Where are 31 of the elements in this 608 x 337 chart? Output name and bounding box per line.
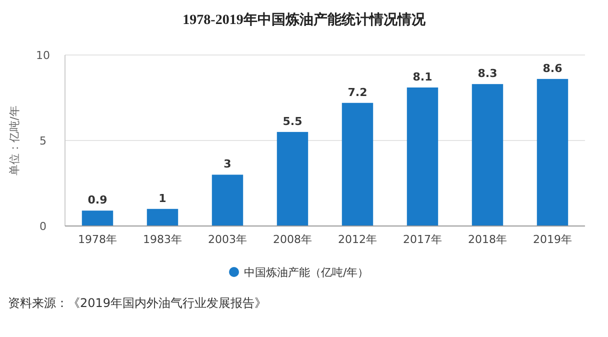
chart-title: 1978-2019年中国炼油产能统计情况情况 — [182, 11, 426, 28]
data-label: 8.6 — [542, 62, 563, 75]
bar — [82, 210, 114, 226]
x-tick-label: 2018年 — [468, 233, 507, 246]
y-axis-title: 单位：亿吨/年 — [8, 106, 21, 176]
bar — [276, 132, 308, 226]
x-tick-label: 2008年 — [273, 233, 312, 246]
data-label: 8.1 — [412, 70, 432, 84]
y-tick-label: 5 — [40, 134, 46, 148]
data-label: 3 — [224, 158, 232, 171]
y-tick-label: 10 — [36, 49, 50, 62]
bar — [212, 174, 244, 226]
y-tick-label: 0 — [40, 220, 46, 233]
text: 资料来源：《2019年国内外油气行业发展报告》 — [8, 296, 267, 310]
x-tick-label: 2019年 — [533, 233, 572, 246]
bar — [472, 84, 504, 226]
data-label: 8.3 — [478, 67, 498, 80]
bar — [536, 78, 568, 226]
x-tick-label: 2012年 — [338, 233, 377, 246]
data-label: 7.2 — [348, 86, 368, 99]
bar — [406, 87, 438, 226]
data-label: 0.9 — [88, 194, 108, 207]
x-tick-label: 1978年 — [78, 233, 117, 246]
bar — [146, 208, 178, 226]
x-tick-label: 2017年 — [403, 233, 442, 246]
x-tick-label: 1983年 — [143, 233, 182, 246]
data-label: 1 — [158, 192, 166, 205]
bar — [342, 102, 374, 226]
legend-label: 中国炼油产能（亿吨/年） — [244, 266, 369, 279]
x-tick-label: 2003年 — [208, 233, 247, 246]
data-label: 5.5 — [282, 114, 302, 128]
